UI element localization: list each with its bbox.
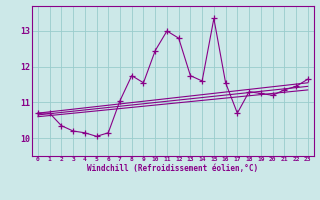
X-axis label: Windchill (Refroidissement éolien,°C): Windchill (Refroidissement éolien,°C) — [87, 164, 258, 173]
